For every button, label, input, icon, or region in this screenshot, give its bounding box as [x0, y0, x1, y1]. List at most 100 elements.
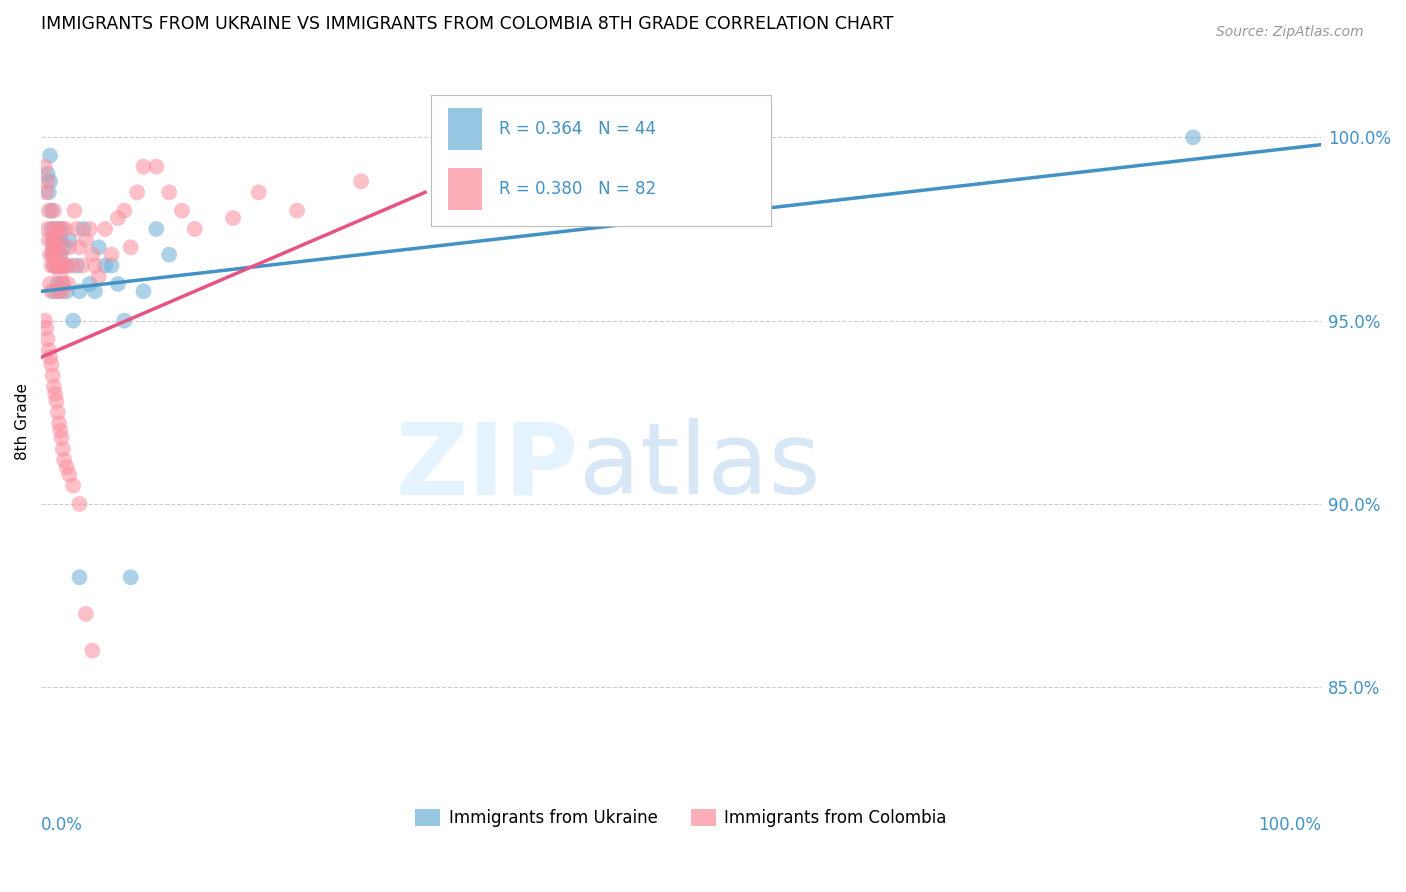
Point: [285, 203, 308, 218]
Point: [60, 259, 83, 273]
Point: [55, 259, 77, 273]
Point: [112, 203, 135, 218]
Point: [72, 222, 94, 236]
Point: [44, 387, 66, 401]
Point: [58, 467, 80, 482]
Point: [51, 259, 73, 273]
Point: [52, 277, 75, 291]
Point: [55, 259, 77, 273]
Point: [49, 247, 72, 261]
Point: [48, 417, 70, 431]
Point: [52, 277, 75, 291]
Point: [132, 160, 155, 174]
Point: [37, 174, 59, 188]
Point: [53, 240, 76, 254]
Point: [62, 313, 84, 327]
Point: [41, 358, 63, 372]
Point: [42, 240, 65, 254]
Point: [49, 247, 72, 261]
Point: [127, 186, 149, 200]
Point: [69, 570, 91, 584]
Point: [34, 160, 56, 174]
Point: [45, 259, 67, 273]
Point: [145, 160, 167, 174]
Point: [51, 431, 73, 445]
Point: [82, 247, 104, 261]
Point: [39, 148, 62, 162]
Point: [63, 203, 86, 218]
Point: [69, 497, 91, 511]
Legend: Immigrants from Ukraine, Immigrants from Colombia: Immigrants from Ukraine, Immigrants from…: [409, 803, 953, 834]
Point: [58, 240, 80, 254]
Point: [45, 394, 67, 409]
Point: [48, 285, 70, 299]
Text: ZIP: ZIP: [396, 418, 579, 515]
Point: [94, 222, 117, 236]
Point: [48, 233, 70, 247]
Point: [53, 453, 76, 467]
Point: [145, 222, 167, 236]
Point: [66, 259, 89, 273]
Point: [42, 285, 65, 299]
Point: [35, 321, 58, 335]
Point: [52, 285, 75, 299]
Point: [49, 424, 72, 438]
Point: [75, 607, 97, 621]
Point: [37, 167, 59, 181]
Point: [46, 240, 69, 254]
Point: [112, 313, 135, 327]
Point: [55, 222, 77, 236]
Point: [83, 259, 105, 273]
Point: [44, 247, 66, 261]
Point: [132, 285, 155, 299]
Point: [79, 222, 101, 236]
Point: [350, 174, 373, 188]
Point: [38, 343, 60, 357]
Point: [1182, 130, 1205, 145]
Point: [46, 259, 69, 273]
Point: [51, 222, 73, 236]
Point: [44, 233, 66, 247]
Point: [107, 277, 129, 291]
Point: [69, 240, 91, 254]
Point: [120, 570, 142, 584]
Point: [70, 259, 93, 273]
Point: [38, 203, 60, 218]
Point: [41, 233, 63, 247]
Point: [42, 259, 65, 273]
Point: [41, 222, 63, 236]
Point: [100, 259, 122, 273]
Point: [37, 222, 59, 236]
Point: [35, 186, 58, 200]
Point: [49, 269, 72, 284]
Point: [51, 259, 73, 273]
Point: [157, 247, 180, 261]
Point: [83, 285, 105, 299]
Point: [69, 285, 91, 299]
Point: [41, 233, 63, 247]
Point: [39, 351, 62, 365]
Point: [87, 269, 110, 284]
Point: [48, 285, 70, 299]
Point: [79, 277, 101, 291]
Point: [39, 277, 62, 291]
Point: [183, 222, 205, 236]
Point: [94, 259, 117, 273]
Point: [49, 233, 72, 247]
Point: [46, 259, 69, 273]
Point: [41, 285, 63, 299]
Point: [120, 240, 142, 254]
Point: [46, 405, 69, 419]
Point: [107, 211, 129, 225]
Point: [42, 222, 65, 236]
Point: [41, 368, 63, 383]
Point: [42, 259, 65, 273]
Point: [51, 222, 73, 236]
Point: [38, 186, 60, 200]
Point: [46, 277, 69, 291]
Point: [34, 313, 56, 327]
Point: [55, 285, 77, 299]
Point: [41, 240, 63, 254]
Point: [41, 247, 63, 261]
Point: [87, 240, 110, 254]
